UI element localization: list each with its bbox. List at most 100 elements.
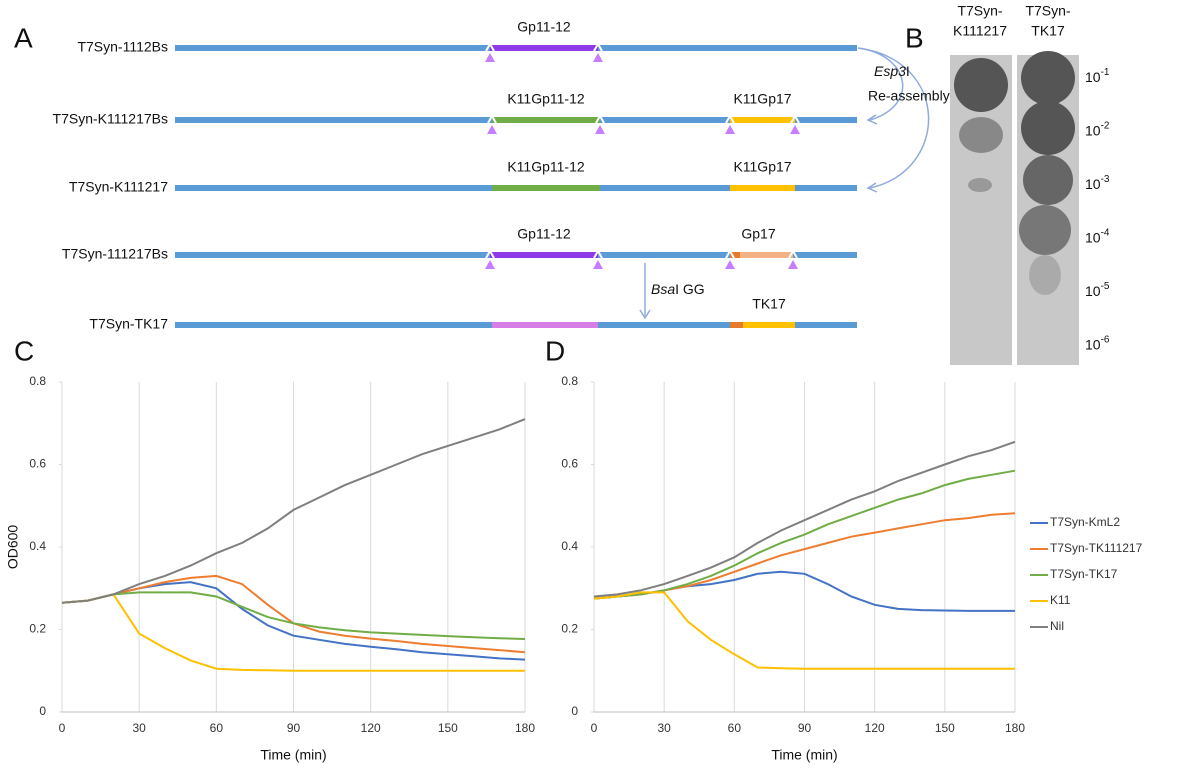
dilution-base: 10: [1085, 122, 1101, 138]
cut-site: [593, 53, 603, 62]
plaque: [1021, 101, 1075, 155]
enzyme-label: BsaI GG: [651, 281, 705, 297]
gene-label: K11Gp17: [733, 91, 791, 107]
plaque: [1021, 51, 1075, 105]
y-tick-label: 0.6: [29, 457, 46, 471]
dilution-label: 10-2: [1085, 120, 1110, 138]
legend-label: K11: [1050, 593, 1071, 607]
enzyme-suffix: I: [906, 63, 910, 79]
dilution-base: 10: [1085, 176, 1101, 192]
x-tick-label: 120: [865, 721, 885, 735]
cut-gap: [790, 113, 800, 124]
dilution-label: 10-3: [1085, 174, 1110, 192]
y-tick-label: 0: [571, 704, 578, 718]
x-tick-label: 150: [438, 721, 458, 735]
cut-site: [725, 125, 735, 134]
dilution-exponent: -5: [1101, 281, 1110, 292]
cut-gap: [788, 248, 798, 259]
series-line: [593, 469, 1016, 600]
cut-gap: [593, 41, 603, 52]
column-header: TK17: [1031, 23, 1065, 39]
enzyme-suffix: I GG: [675, 281, 705, 297]
dilution-exponent: -2: [1101, 120, 1110, 131]
construct-name: T7Syn-K111217Bs: [53, 111, 168, 127]
cut-gap: [725, 113, 735, 124]
column-header: K111217: [953, 23, 1007, 39]
enzyme-label: Esp3I: [874, 63, 910, 79]
plaque: [1023, 155, 1073, 205]
panel-letter: B: [905, 22, 924, 53]
construct-name: T7Syn-1112Bs: [77, 39, 168, 55]
x-axis-label: Time (min): [260, 747, 326, 763]
x-axis-label: Time (min): [771, 747, 837, 763]
gene-label: K11Gp11-12: [507, 91, 585, 107]
cut-site: [725, 260, 735, 269]
x-tick-label: 150: [935, 721, 955, 735]
gene-label: K11Gp11-12: [507, 159, 585, 175]
cut-site: [593, 260, 603, 269]
cut-gap: [593, 248, 603, 259]
construct-name: T7Syn-111217Bs: [62, 246, 168, 262]
dilution-exponent: -6: [1101, 334, 1110, 345]
gene-label: Gp11-12: [517, 226, 571, 242]
arrow-head: [866, 182, 878, 193]
legend-label: T7Syn-TK111217: [1050, 541, 1143, 555]
plaque: [954, 58, 1008, 112]
cut-site: [485, 260, 495, 269]
series-line: [593, 440, 1016, 598]
gene-label: Gp11-12: [517, 19, 571, 35]
y-tick-label: 0: [39, 704, 46, 718]
column-header: T7Syn-: [957, 3, 1002, 19]
y-axis-label: OD600: [5, 525, 21, 570]
cut-gap: [485, 41, 495, 52]
y-tick-label: 0.2: [561, 622, 578, 636]
cut-site: [487, 125, 497, 134]
dilution-exponent: -3: [1101, 174, 1110, 185]
panel-letter: D: [545, 335, 565, 366]
gene-label: Gp17: [741, 226, 775, 242]
arrow-head: [866, 114, 878, 125]
x-tick-label: 30: [657, 721, 671, 735]
enzyme: Bsa: [651, 281, 675, 297]
cut-gap: [725, 248, 735, 259]
arrow-head: [639, 309, 651, 320]
dilution-label: 10-4: [1085, 227, 1110, 245]
arrow: [857, 47, 930, 189]
x-tick-label: 90: [798, 721, 812, 735]
plaque: [1019, 205, 1071, 255]
x-tick-label: 60: [728, 721, 742, 735]
y-tick-label: 0.2: [29, 622, 46, 636]
dilution-label: 10-6: [1085, 334, 1110, 352]
y-tick-label: 0.8: [29, 374, 46, 388]
plaque: [1029, 255, 1061, 295]
construct-name: T7Syn-K111217: [69, 179, 168, 195]
panel-letter: C: [14, 335, 34, 366]
step-label: Re-assembly: [868, 88, 950, 104]
gene-label: TK17: [752, 296, 786, 312]
x-tick-label: 180: [515, 721, 535, 735]
dilution-base: 10: [1085, 283, 1101, 299]
legend-label: T7Syn-KmL2: [1050, 515, 1120, 529]
dilution-exponent: -4: [1101, 227, 1110, 238]
arrow: [857, 47, 904, 121]
cut-site: [595, 125, 605, 134]
dilution-label: 10-1: [1085, 67, 1110, 85]
series-line: [61, 418, 526, 604]
y-tick-label: 0.4: [561, 539, 578, 553]
x-tick-label: 90: [287, 721, 301, 735]
series-line: [593, 591, 1015, 670]
dilution-base: 10: [1085, 336, 1101, 352]
x-tick-label: 60: [210, 721, 224, 735]
panel-letter: A: [14, 22, 33, 53]
cut-gap: [487, 113, 497, 124]
dilution-base: 10: [1085, 229, 1101, 245]
column-header: T7Syn-: [1025, 3, 1070, 19]
dilution-exponent: -1: [1101, 67, 1110, 78]
cut-site: [790, 125, 800, 134]
legend-label: Nil: [1050, 619, 1064, 633]
cut-gap: [485, 248, 495, 259]
series-line: [61, 591, 526, 640]
plaque: [968, 178, 992, 192]
y-tick-label: 0.6: [561, 457, 578, 471]
